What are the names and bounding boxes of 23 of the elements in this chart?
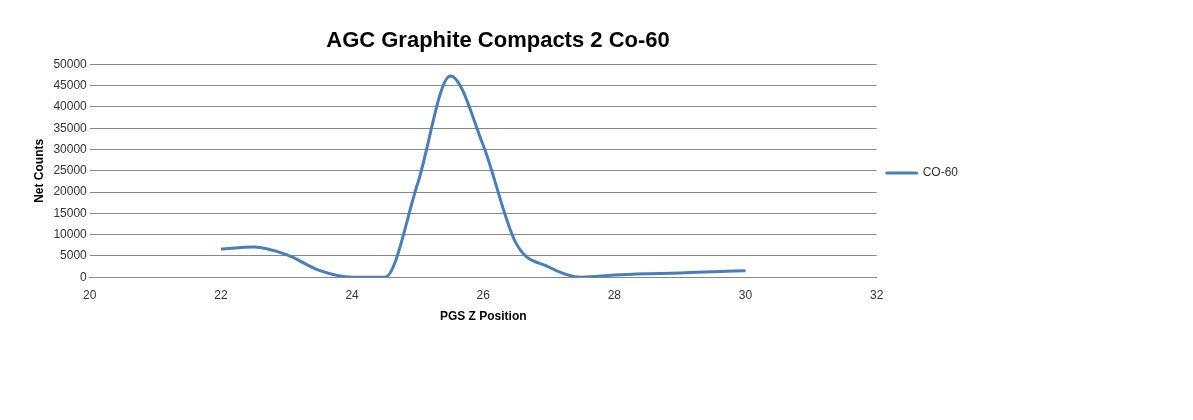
y-tick-label: 25000 — [53, 163, 88, 178]
chart-title: AGC Graphite Compacts 2 Co-60 — [326, 27, 670, 53]
x-tick-label: 30 — [738, 287, 753, 302]
y-tick-label: 40000 — [53, 99, 88, 114]
y-tick-label: 5000 — [60, 248, 88, 263]
x-tick-label: 28 — [607, 287, 622, 302]
y-axis-title: Net Counts — [31, 138, 46, 203]
y-tick-label: 45000 — [53, 77, 88, 92]
x-tick-label: 26 — [476, 287, 491, 302]
y-tick-label: 20000 — [53, 184, 88, 199]
y-tick-label: 0 — [80, 269, 88, 284]
y-tick-label: 50000 — [53, 56, 88, 71]
line-series — [219, 74, 748, 278]
y-tick-label: 10000 — [53, 226, 88, 241]
y-tick-label: 35000 — [53, 120, 88, 135]
legend-label: CO-60 — [922, 165, 959, 180]
y-tick-label: 15000 — [53, 205, 88, 220]
x-tick-label: 22 — [214, 287, 228, 302]
x-tick-label: 32 — [869, 287, 884, 302]
x-tick-label: 20 — [83, 287, 97, 302]
y-tick-label: 30000 — [53, 141, 88, 156]
x-tick-label: 24 — [345, 287, 360, 302]
x-axis-title: PGS Z Position — [439, 309, 527, 324]
